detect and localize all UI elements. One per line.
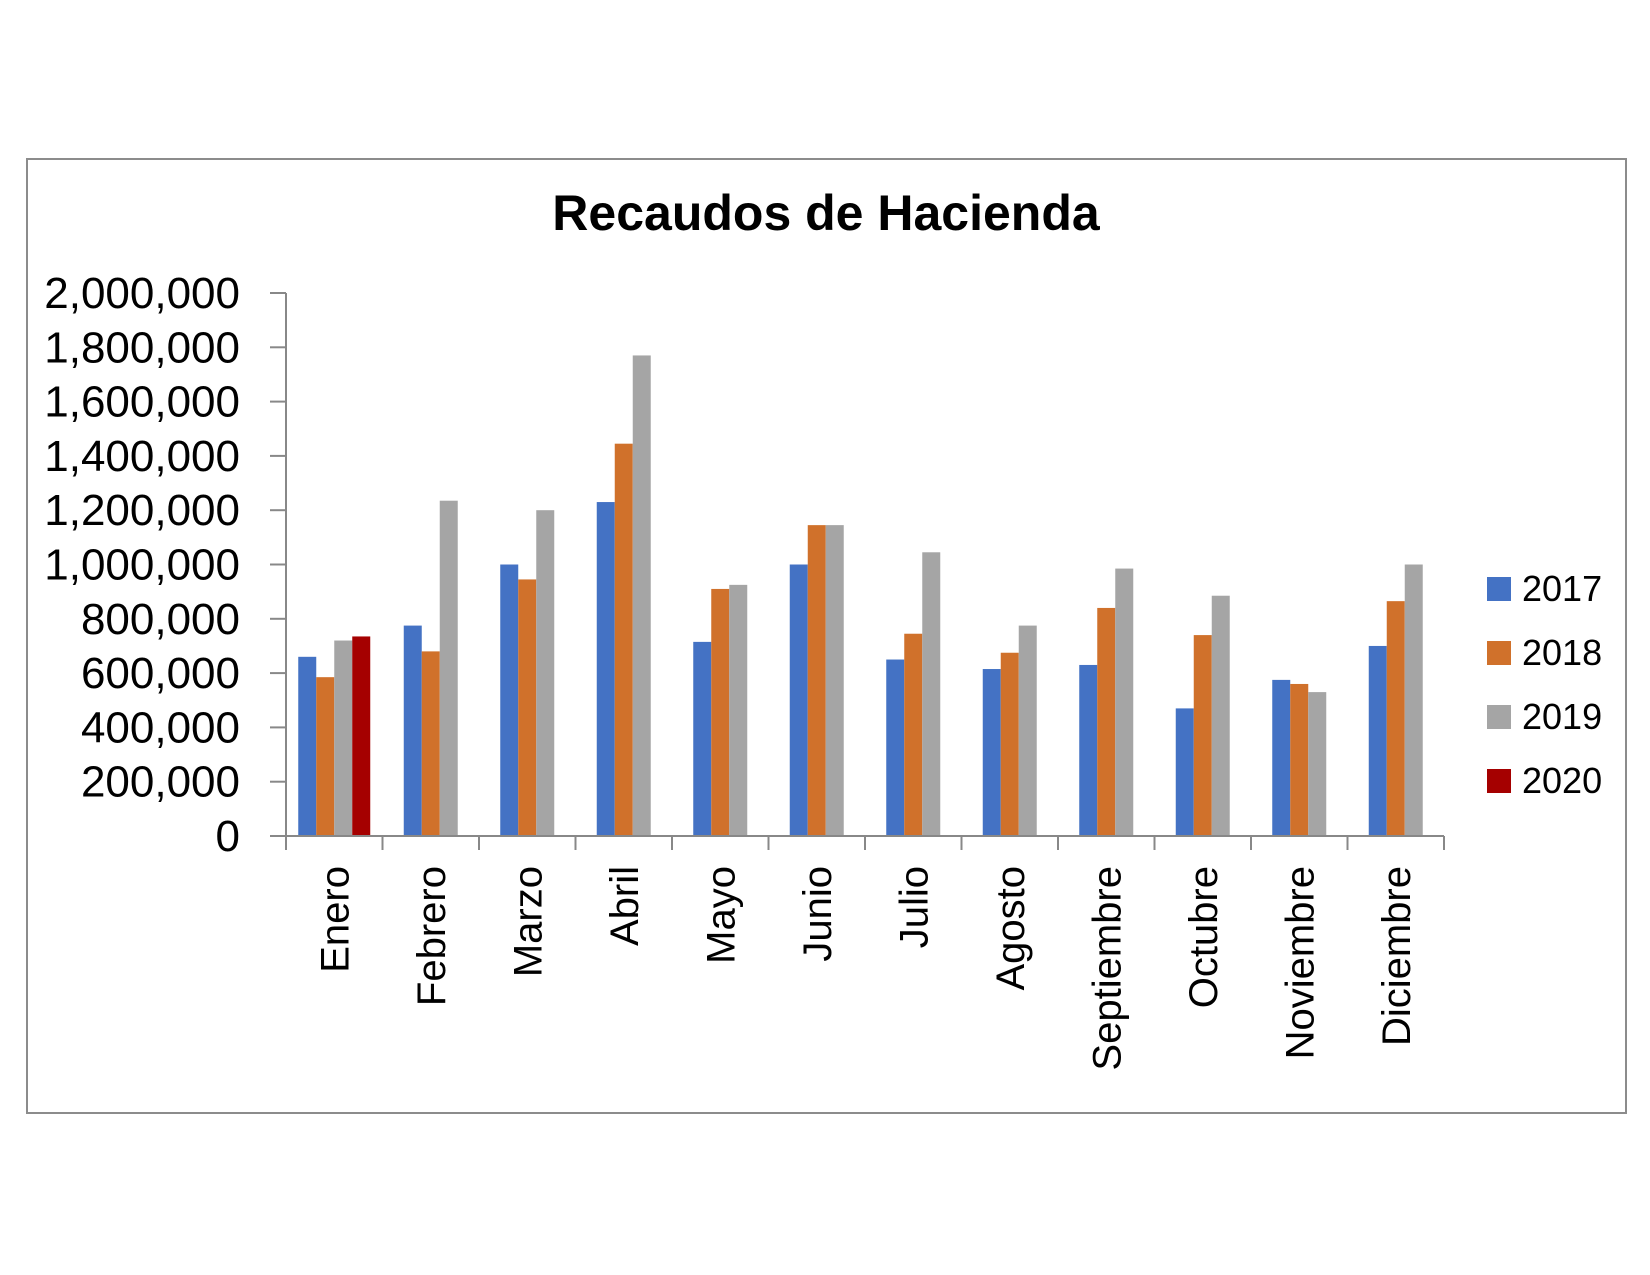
x-tick-label: Julio <box>892 866 936 948</box>
x-tick-label: Octubre <box>1182 866 1226 1008</box>
y-tick-label: 1,400,000 <box>44 432 240 481</box>
x-tick-label: Enero <box>313 866 357 973</box>
bar-2019-marzo <box>536 510 555 836</box>
bar-2019-octubre <box>1211 595 1230 836</box>
y-tick-label: 1,200,000 <box>44 486 240 535</box>
bar-2020-enero <box>352 636 371 836</box>
y-tick-label: 1,000,000 <box>44 541 240 590</box>
x-tick-label: Mayo <box>699 866 743 964</box>
bar-2019-abril <box>632 355 651 836</box>
bar-2019-diciembre <box>1404 564 1423 836</box>
bar-2019-noviembre <box>1308 692 1327 836</box>
bar-2017-septiembre <box>1079 664 1098 836</box>
bar-2017-enero <box>298 656 317 836</box>
legend-swatch-2020 <box>1487 769 1511 793</box>
bar-2018-febrero <box>421 651 440 836</box>
legend-swatch-2018 <box>1487 641 1511 665</box>
bar-2019-mayo <box>729 584 748 836</box>
y-tick-label: 2,000,000 <box>44 269 240 318</box>
bar-2017-junio <box>789 564 808 836</box>
bar-2018-diciembre <box>1386 601 1405 836</box>
chart-title: Recaudos de Hacienda <box>552 185 1101 241</box>
x-tick-label: Febrero <box>410 866 454 1006</box>
bar-2019-septiembre <box>1115 568 1134 836</box>
bar-2017-abril <box>596 502 615 836</box>
bar-2018-agosto <box>1000 652 1019 836</box>
x-tick-label: Marzo <box>506 866 550 977</box>
bar-2018-mayo <box>711 588 730 836</box>
y-axis: 0 200,000 400,000 600,000 800,000 1,000,000 1,… <box>44 269 287 861</box>
y-tick-label: 600,000 <box>81 649 240 698</box>
x-tick-label: Agosto <box>989 866 1033 991</box>
bar-2019-agosto <box>1018 625 1037 836</box>
bar-2017-febrero <box>403 625 422 836</box>
bar-2019-febrero <box>439 500 458 836</box>
bar-2017-octubre <box>1175 708 1194 836</box>
y-tick-label: 400,000 <box>81 703 240 752</box>
bar-2017-diciembre <box>1368 645 1387 836</box>
y-tick-label: 1,800,000 <box>44 323 240 372</box>
bar-2017-marzo <box>500 564 519 836</box>
y-tick-label: 0 <box>216 812 240 861</box>
bar-2018-enero <box>316 677 335 836</box>
bar-2017-mayo <box>693 641 712 836</box>
bar-2018-marzo <box>518 579 537 836</box>
legend-label-2017: 2017 <box>1522 568 1602 609</box>
legend-swatch-2019 <box>1487 705 1511 729</box>
bar-2018-abril <box>614 443 633 836</box>
x-tick-label: Junio <box>796 866 840 962</box>
y-tick-label: 200,000 <box>81 758 240 807</box>
bars <box>298 355 1423 836</box>
legend-swatch-2017 <box>1487 577 1511 601</box>
bar-2018-octubre <box>1193 635 1212 836</box>
x-tick-label: Diciembre <box>1375 866 1419 1046</box>
bar-2017-julio <box>886 659 905 836</box>
bar-2017-noviembre <box>1272 679 1291 836</box>
bar-2019-enero <box>334 640 353 836</box>
legend: 2017 2018 2019 2020 <box>1487 568 1602 801</box>
bar-2018-junio <box>807 525 826 836</box>
x-axis: Enero Febrero Marzo Abril Mayo Junio Julio Agos… <box>285 835 1445 1071</box>
legend-label-2019: 2019 <box>1522 696 1602 737</box>
bar-2018-julio <box>904 633 923 836</box>
bar-2019-julio <box>922 552 941 836</box>
y-tick-label: 800,000 <box>81 595 240 644</box>
y-tick-label: 1,600,000 <box>44 378 240 427</box>
x-tick-label: Septiembre <box>1085 866 1129 1071</box>
x-tick-label: Noviembre <box>1278 866 1322 1059</box>
legend-label-2018: 2018 <box>1522 632 1602 673</box>
bar-2017-agosto <box>982 669 1001 836</box>
legend-label-2020: 2020 <box>1522 760 1602 801</box>
bar-2019-junio <box>825 525 844 836</box>
x-tick-label: Abril <box>603 866 647 946</box>
bar-2018-septiembre <box>1097 607 1116 836</box>
chart-frame <box>26 158 1627 1114</box>
bar-2018-noviembre <box>1290 683 1309 836</box>
